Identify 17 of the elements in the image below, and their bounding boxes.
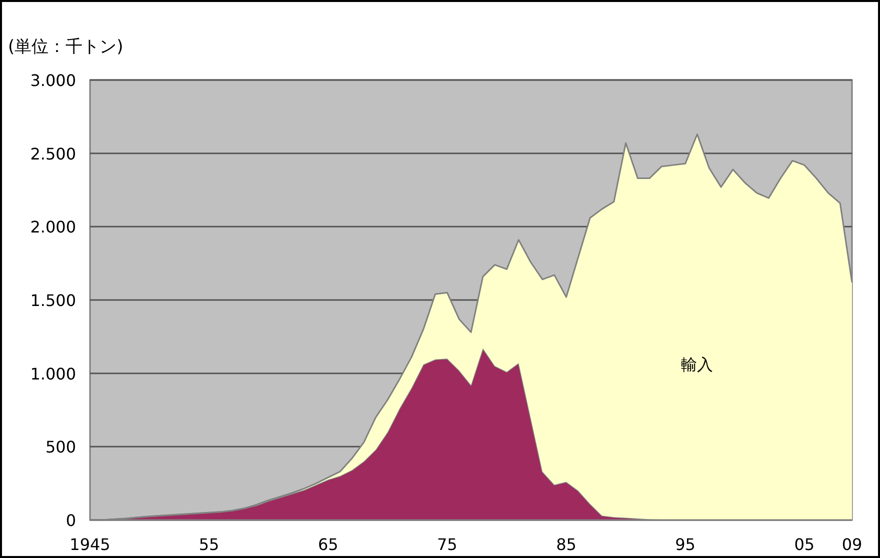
chart-title: (単位：千トン) bbox=[8, 37, 124, 57]
x-tick-label: 55 bbox=[198, 535, 220, 554]
y-tick-label: 1.500 bbox=[30, 291, 76, 310]
x-tick-label: 95 bbox=[675, 535, 696, 554]
y-tick-label: 2.000 bbox=[30, 218, 76, 237]
x-tick-label: 05 bbox=[794, 535, 815, 554]
y-tick-label: 0 bbox=[66, 511, 76, 530]
x-tick-label: 65 bbox=[318, 535, 338, 554]
x-tick-label: 1945 bbox=[70, 535, 110, 554]
x-tick-label: 09 bbox=[842, 535, 862, 554]
series-label: 輸入 bbox=[681, 355, 714, 374]
y-tick-label: 500 bbox=[45, 438, 76, 457]
x-tick-label: 85 bbox=[556, 535, 576, 554]
y-tick-label: 3.000 bbox=[30, 71, 76, 90]
y-tick-label: 1.000 bbox=[30, 364, 76, 384]
x-tick-label: 75 bbox=[437, 535, 458, 554]
y-tick-label: 2.500 bbox=[30, 144, 76, 164]
